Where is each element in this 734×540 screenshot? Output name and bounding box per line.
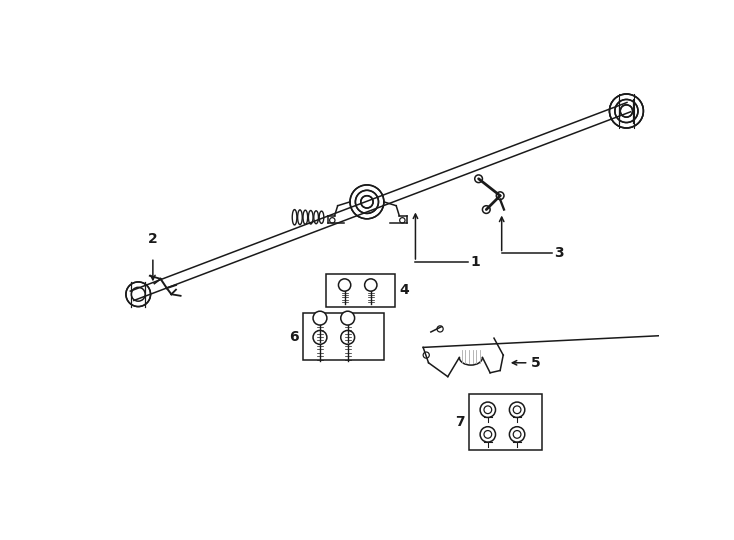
Bar xyxy=(303,313,384,361)
Ellipse shape xyxy=(303,210,308,224)
Circle shape xyxy=(341,330,355,345)
Ellipse shape xyxy=(319,211,324,224)
Circle shape xyxy=(338,279,351,291)
Circle shape xyxy=(355,190,379,213)
Circle shape xyxy=(365,279,377,291)
Text: 3: 3 xyxy=(554,246,564,260)
Text: 5: 5 xyxy=(531,356,541,370)
Circle shape xyxy=(475,175,482,183)
Circle shape xyxy=(341,311,355,325)
Circle shape xyxy=(313,311,327,325)
Circle shape xyxy=(126,282,150,307)
Ellipse shape xyxy=(297,210,302,225)
Ellipse shape xyxy=(292,210,297,225)
Text: 4: 4 xyxy=(399,284,409,298)
Ellipse shape xyxy=(314,211,319,224)
Ellipse shape xyxy=(308,211,313,224)
Circle shape xyxy=(609,94,644,128)
Text: 2: 2 xyxy=(148,232,158,246)
Bar xyxy=(326,274,396,307)
Text: 6: 6 xyxy=(288,329,299,343)
Circle shape xyxy=(615,99,638,123)
Circle shape xyxy=(509,427,525,442)
Circle shape xyxy=(509,402,525,417)
Circle shape xyxy=(313,330,327,345)
Circle shape xyxy=(482,206,490,213)
Circle shape xyxy=(496,192,504,200)
Circle shape xyxy=(361,195,373,208)
Circle shape xyxy=(480,402,495,417)
Text: 1: 1 xyxy=(471,255,481,269)
Circle shape xyxy=(620,105,633,117)
Bar xyxy=(469,394,542,450)
Circle shape xyxy=(480,427,495,442)
Circle shape xyxy=(350,185,384,219)
Text: 7: 7 xyxy=(455,415,465,429)
